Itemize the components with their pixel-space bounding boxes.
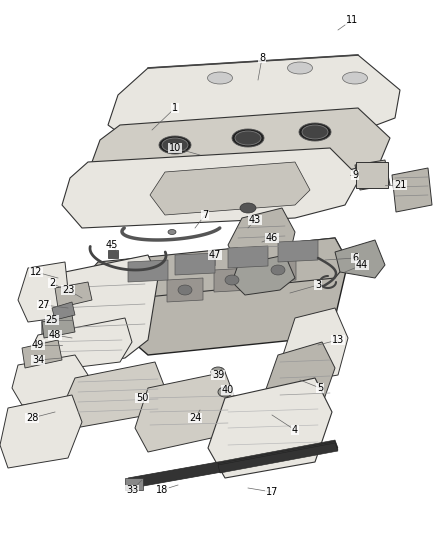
Polygon shape — [150, 162, 310, 215]
Polygon shape — [335, 240, 385, 278]
Text: 8: 8 — [259, 53, 265, 63]
Text: 12: 12 — [30, 267, 42, 277]
Polygon shape — [218, 443, 338, 473]
Polygon shape — [282, 308, 348, 382]
Text: 7: 7 — [202, 210, 208, 220]
Polygon shape — [218, 440, 338, 470]
Text: 11: 11 — [346, 15, 358, 25]
Polygon shape — [12, 355, 88, 405]
Polygon shape — [228, 246, 268, 268]
Polygon shape — [278, 240, 318, 262]
Text: 50: 50 — [136, 393, 148, 403]
Polygon shape — [42, 315, 75, 338]
Text: 4: 4 — [292, 425, 298, 435]
Text: 23: 23 — [62, 285, 74, 295]
Polygon shape — [55, 282, 92, 308]
Text: 1: 1 — [172, 103, 178, 113]
Text: 27: 27 — [38, 300, 50, 310]
Polygon shape — [232, 255, 295, 295]
Text: 6: 6 — [352, 253, 358, 263]
Bar — [125, 478, 143, 490]
Text: 48: 48 — [49, 330, 61, 340]
Text: 17: 17 — [266, 487, 278, 497]
Polygon shape — [260, 258, 296, 282]
Ellipse shape — [159, 136, 191, 154]
Text: 21: 21 — [394, 180, 406, 190]
Polygon shape — [52, 302, 75, 320]
Ellipse shape — [225, 275, 239, 285]
Ellipse shape — [232, 129, 264, 147]
Text: 49: 49 — [32, 340, 44, 350]
Bar — [356, 162, 388, 188]
Polygon shape — [28, 318, 132, 372]
Polygon shape — [175, 253, 215, 275]
Polygon shape — [62, 362, 165, 428]
Polygon shape — [62, 148, 360, 228]
Polygon shape — [108, 55, 400, 148]
Ellipse shape — [218, 387, 232, 397]
Polygon shape — [92, 108, 390, 185]
Polygon shape — [22, 340, 62, 368]
Text: 10: 10 — [169, 143, 181, 153]
Text: 46: 46 — [266, 233, 278, 243]
Ellipse shape — [302, 125, 328, 139]
Ellipse shape — [178, 285, 192, 295]
Ellipse shape — [299, 123, 331, 141]
Ellipse shape — [287, 62, 312, 74]
Polygon shape — [125, 238, 348, 355]
Text: 39: 39 — [212, 370, 224, 380]
Text: 40: 40 — [222, 385, 234, 395]
Text: 13: 13 — [332, 335, 344, 345]
Text: 47: 47 — [209, 250, 221, 260]
Text: 25: 25 — [46, 315, 58, 325]
Text: 18: 18 — [156, 485, 168, 495]
Ellipse shape — [162, 138, 188, 152]
Ellipse shape — [240, 203, 256, 213]
Polygon shape — [135, 372, 235, 452]
Polygon shape — [228, 208, 295, 272]
Ellipse shape — [208, 72, 233, 84]
Text: 28: 28 — [26, 413, 38, 423]
Text: 43: 43 — [249, 215, 261, 225]
Polygon shape — [392, 168, 432, 212]
Polygon shape — [128, 260, 168, 282]
Polygon shape — [0, 395, 82, 468]
Polygon shape — [208, 378, 332, 478]
Polygon shape — [18, 262, 68, 322]
Text: 33: 33 — [126, 485, 138, 495]
Text: 9: 9 — [352, 170, 358, 180]
Ellipse shape — [343, 72, 367, 84]
Polygon shape — [82, 238, 348, 302]
Text: 45: 45 — [106, 240, 118, 250]
Polygon shape — [214, 268, 250, 292]
Polygon shape — [128, 462, 222, 488]
Polygon shape — [42, 255, 158, 368]
Ellipse shape — [235, 131, 261, 145]
Polygon shape — [265, 342, 335, 415]
Text: 3: 3 — [315, 280, 321, 290]
Text: 2: 2 — [49, 278, 55, 288]
Text: 24: 24 — [189, 413, 201, 423]
Bar — [108, 250, 118, 258]
Text: 34: 34 — [32, 355, 44, 365]
Polygon shape — [218, 441, 338, 472]
Ellipse shape — [168, 230, 176, 235]
Text: 44: 44 — [356, 260, 368, 270]
Polygon shape — [355, 160, 390, 190]
Ellipse shape — [211, 367, 225, 377]
Text: 5: 5 — [317, 383, 323, 393]
Polygon shape — [167, 278, 203, 302]
Ellipse shape — [271, 265, 285, 275]
